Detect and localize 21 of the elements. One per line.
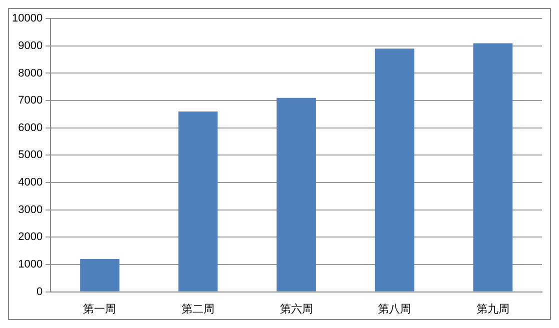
bar xyxy=(178,111,218,292)
bar xyxy=(80,259,120,292)
y-tick-label: 2000 xyxy=(18,231,43,244)
bar xyxy=(276,98,316,292)
y-tick-label: 6000 xyxy=(18,122,43,134)
x-tick-label: 第六周 xyxy=(280,302,313,316)
y-tick-label: 8000 xyxy=(18,67,43,80)
x-tick-label: 第一周 xyxy=(83,302,116,316)
x-tick-label: 第二周 xyxy=(182,302,215,316)
y-tick-label: 0 xyxy=(36,286,43,298)
y-tick-label: 5000 xyxy=(18,149,43,162)
y-tick-label: 1000 xyxy=(18,258,43,271)
x-tick-label: 第九周 xyxy=(476,302,510,316)
y-tick-label: 9000 xyxy=(18,40,43,52)
bar xyxy=(473,43,513,292)
y-tick-label: 7000 xyxy=(18,94,43,107)
bar xyxy=(374,48,414,292)
x-tick-label: 第八周 xyxy=(378,302,412,316)
y-tick-label: 4000 xyxy=(18,176,43,189)
y-tick-label: 10000 xyxy=(12,12,43,25)
y-tick-label: 3000 xyxy=(18,204,43,216)
